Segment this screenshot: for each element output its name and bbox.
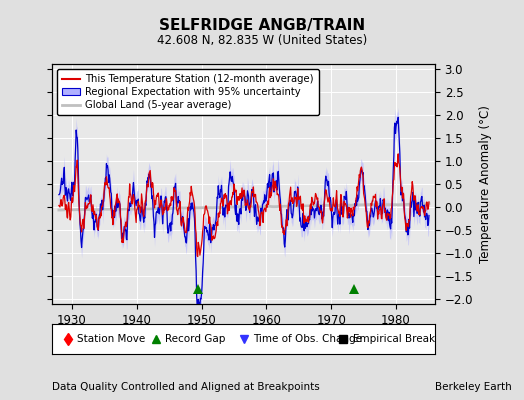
Text: Empirical Break: Empirical Break: [353, 334, 435, 344]
Text: Station Move: Station Move: [77, 334, 146, 344]
Legend: This Temperature Station (12-month average), Regional Expectation with 95% uncer: This Temperature Station (12-month avera…: [58, 69, 319, 115]
Text: Data Quality Controlled and Aligned at Breakpoints: Data Quality Controlled and Aligned at B…: [52, 382, 320, 392]
Text: Time of Obs. Change: Time of Obs. Change: [253, 334, 362, 344]
Text: 42.608 N, 82.835 W (United States): 42.608 N, 82.835 W (United States): [157, 34, 367, 47]
Y-axis label: Temperature Anomaly (°C): Temperature Anomaly (°C): [479, 105, 492, 263]
Text: Berkeley Earth: Berkeley Earth: [435, 382, 511, 392]
Text: SELFRIDGE ANGB/TRAIN: SELFRIDGE ANGB/TRAIN: [159, 18, 365, 33]
Text: Record Gap: Record Gap: [165, 334, 226, 344]
